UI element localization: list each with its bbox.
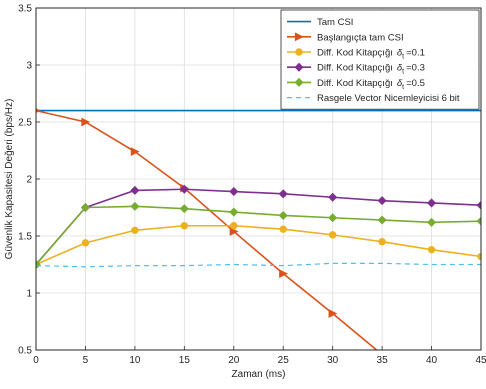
x-tick-label: 0 (33, 355, 39, 366)
legend-label: Diff. Kod Kitapçığı δt =0.5 (317, 78, 425, 91)
legend-label: Rasgele Vector Nicemleyicisi 6 bit (317, 93, 460, 104)
y-tick-label: 0.5 (18, 346, 32, 357)
data-point (36, 108, 41, 113)
legend-series-name: Diff. Kod Kitapçığı (317, 48, 393, 59)
delta-value: =0.5 (406, 78, 425, 89)
legend-label: Diff. Kod Kitapçığı δt =0.1 (317, 48, 425, 61)
data-point (229, 187, 239, 197)
data-point (278, 189, 288, 199)
ticks: 0 5 10 15 20 25 30 35 40 45 0.5 1 1.5 2 2.5 3 3.5 (18, 4, 486, 367)
data-point (328, 192, 338, 202)
data-point (179, 184, 189, 194)
x-tick-label: 40 (426, 355, 438, 366)
data-point (378, 238, 386, 246)
data-point (130, 201, 140, 211)
legend-marker (294, 77, 304, 87)
delta-symbol: δ (397, 63, 403, 74)
series-line (36, 262, 481, 268)
data-point (230, 222, 238, 230)
data-point (476, 200, 481, 210)
data-point (130, 147, 140, 157)
data-point (427, 198, 437, 208)
x-tick-label: 20 (228, 355, 240, 366)
legend-item: Tam CSI (287, 17, 353, 28)
series-5 (36, 201, 481, 270)
delta-value: =0.3 (406, 63, 425, 74)
legend-marker (294, 32, 304, 42)
legend-marker (295, 48, 303, 56)
delta-subscript: t (402, 54, 404, 61)
data-point (328, 213, 338, 223)
data-point (476, 216, 481, 226)
data-point (279, 269, 288, 279)
data-point (81, 117, 91, 127)
data-point (179, 204, 189, 214)
legend-marker (294, 62, 304, 72)
legend-item: Başlangıçta tam CSI (287, 32, 404, 43)
x-tick-label: 5 (83, 355, 89, 366)
delta-subscript: t (402, 84, 404, 91)
y-tick-label: 1 (26, 289, 32, 300)
legend-box (280, 9, 480, 110)
delta-symbol: δ (397, 48, 403, 59)
y-tick-label: 2.5 (18, 118, 32, 129)
x-tick-label: 10 (129, 355, 141, 366)
delta-subscript: t (402, 69, 404, 76)
data-point (131, 226, 139, 235)
legend-series-name: Diff. Kod Kitapçığı (317, 63, 393, 74)
legend: Tam CSI Başlangıçta tam CSI Diff. Kod Kita… (280, 9, 480, 110)
y-axis-label: Güvenlik Kapasitesi Değeri (bps/Hz) (4, 99, 15, 260)
x-tick-label: 35 (377, 355, 389, 366)
x-tick-label: 30 (327, 355, 339, 366)
delta-symbol: δ (397, 78, 403, 89)
data-point (36, 259, 41, 270)
y-tick-label: 3 (26, 61, 32, 72)
data-point (279, 225, 287, 233)
legend-series-name: Rasgele Vector Nicemleyicisi 6 bit (317, 93, 460, 104)
x-axis-label: Zaman (ms) (232, 369, 286, 380)
x-tick-label: 25 (278, 355, 290, 366)
data-point (377, 196, 387, 206)
data-point (229, 207, 239, 217)
legend-series-name: Tam CSI (317, 17, 353, 28)
data-point (427, 245, 436, 254)
y-tick-label: 2 (26, 175, 32, 186)
data-point (328, 309, 338, 318)
legend-item: Diff. Kod Kitapçığı δt =0.5 (287, 77, 425, 91)
series-line (36, 188, 481, 266)
legend-item: Rasgele Vector Nicemleyicisi 6 bit (287, 93, 460, 104)
x-tick-label: 45 (475, 355, 486, 366)
legend-label: Diff. Kod Kitapçığı δt =0.3 (317, 63, 425, 76)
series-group (36, 108, 481, 350)
data-point (328, 231, 337, 239)
series-line (36, 205, 481, 266)
y-tick-label: 1.5 (18, 232, 32, 243)
data-point (229, 227, 239, 236)
data-point (81, 239, 90, 247)
legend-label: Tam CSI (317, 17, 353, 28)
data-point (80, 202, 90, 213)
series-line (36, 224, 481, 266)
x-tick-label: 15 (179, 355, 191, 366)
legend-label: Başlangıçta tam CSI (317, 32, 404, 43)
legend-series-name: Diff. Kod Kitapçığı (317, 78, 393, 89)
legend-item: Diff. Kod Kitapçığı δt =0.1 (287, 48, 425, 61)
data-point (377, 215, 387, 225)
data-point (427, 217, 437, 227)
delta-value: =0.1 (406, 48, 425, 59)
data-point (130, 185, 140, 195)
data-point (180, 222, 189, 230)
series-6 (36, 262, 481, 268)
data-point (278, 210, 288, 220)
y-tick-label: 3.5 (18, 4, 32, 15)
legend-item: Diff. Kod Kitapçığı δt =0.3 (287, 62, 425, 76)
legend-series-name: Başlangıçta tam CSI (317, 32, 404, 43)
